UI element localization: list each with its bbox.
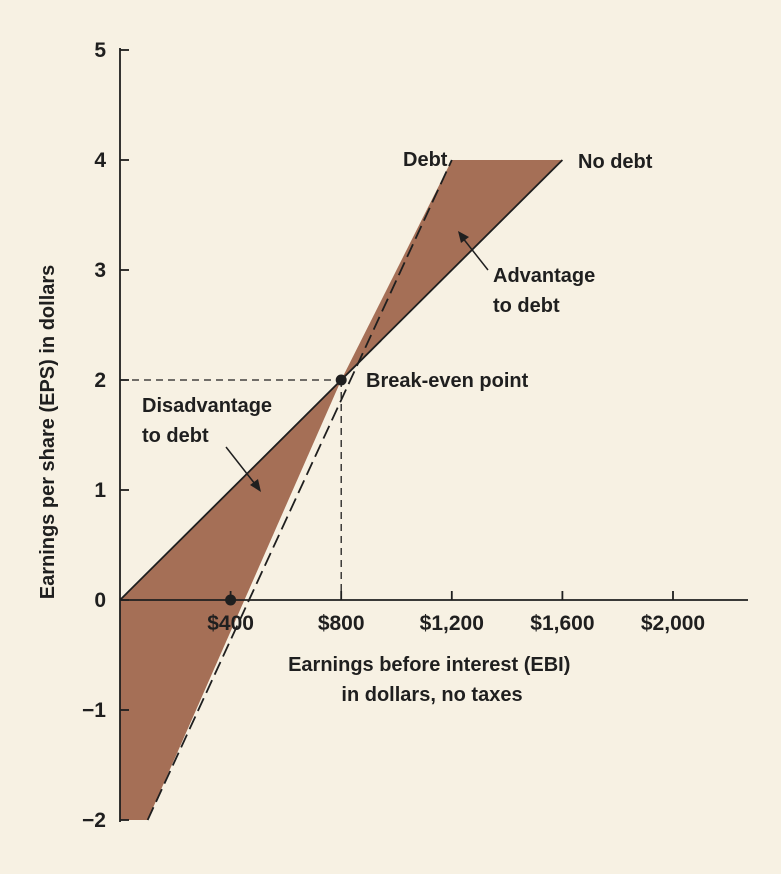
- disadvantage-arrow: [225, 446, 261, 492]
- x-tick-label: $1,600: [530, 612, 594, 635]
- y-axis-title: Earnings per share (EPS) in dollars: [37, 265, 59, 600]
- y-tick-label: 2: [94, 369, 106, 392]
- break-even-label: Break-even point: [366, 370, 529, 392]
- x-axis-title: Earnings before interest (EBI) in dollar…: [288, 654, 576, 706]
- series-label-debt: Debt: [403, 149, 448, 171]
- x-tick-label: $1,200: [420, 612, 484, 635]
- y-tick-label: 3: [94, 259, 106, 282]
- disadvantage-label-line-2: to debt: [142, 425, 209, 447]
- y-tick-label: 1: [94, 479, 106, 502]
- advantage-label-line-2: to debt: [493, 295, 560, 317]
- y-tick-label: −1: [82, 699, 106, 722]
- advantage-label: Advantage to debt: [493, 265, 601, 317]
- disadvantage-label: Disadvantage to debt: [142, 395, 278, 447]
- x-tick-label: $800: [318, 612, 365, 635]
- y-tick-label: −2: [82, 809, 106, 832]
- y-tick-label: 5: [94, 39, 106, 62]
- advantage-arrow: [458, 231, 489, 271]
- x-axis-title-line-2: in dollars, no taxes: [341, 684, 522, 706]
- x-tick-label: $400: [207, 612, 254, 635]
- break-even-point: [335, 374, 347, 386]
- x-axis-title-line-1: Earnings before interest (EBI): [288, 654, 570, 676]
- advantage-label-line-1: Advantage: [493, 265, 595, 287]
- disadvantage-label-line-1: Disadvantage: [142, 395, 272, 417]
- y-tick-label: 4: [94, 149, 106, 172]
- x-tick-label: $2,000: [641, 612, 705, 635]
- debt-line: [146, 159, 453, 821]
- series-label-no-debt: No debt: [578, 151, 653, 173]
- y-tick-label: 0: [94, 589, 106, 612]
